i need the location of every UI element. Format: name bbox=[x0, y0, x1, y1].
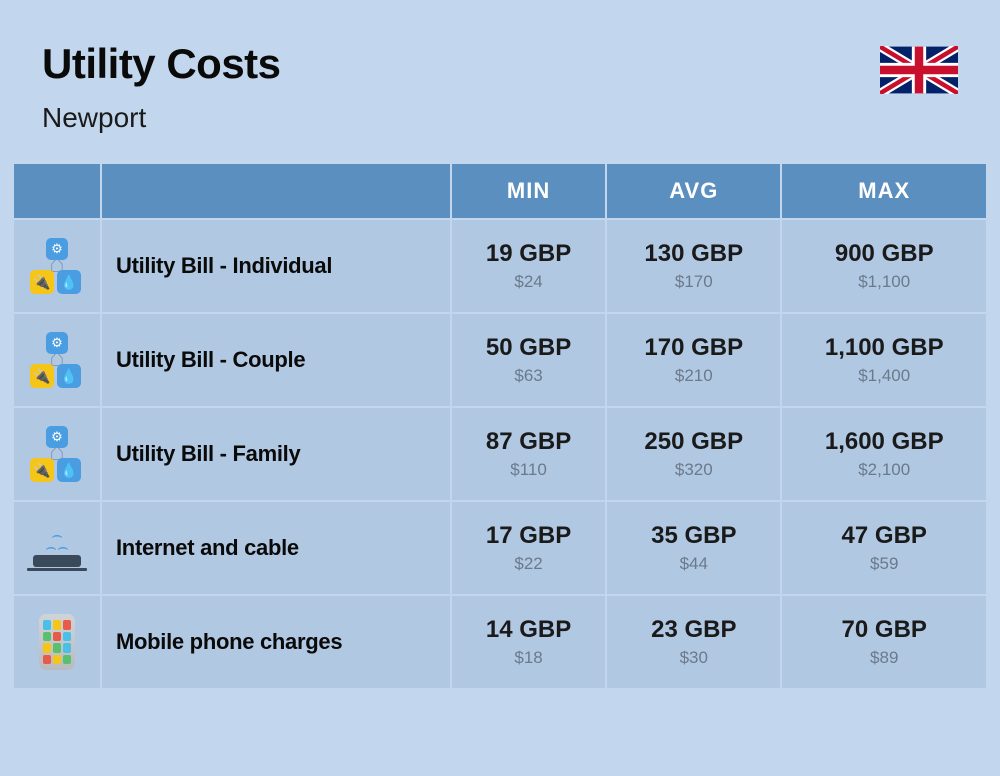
row-label: Utility Bill - Couple bbox=[102, 314, 450, 406]
cell-avg: 130 GBP $170 bbox=[607, 220, 780, 312]
cell-min: 19 GBP $24 bbox=[452, 220, 605, 312]
cell-max: 1,100 GBP $1,400 bbox=[782, 314, 986, 406]
row-icon-cell bbox=[14, 596, 100, 688]
avg-primary: 250 GBP bbox=[615, 428, 772, 456]
min-secondary: $18 bbox=[460, 648, 597, 668]
page-container: Utility Costs Newport MIN AVG MAX ⚙ ⌂ bbox=[0, 0, 1000, 702]
avg-primary: 35 GBP bbox=[615, 522, 772, 550]
header-label-col bbox=[102, 164, 450, 218]
header: Utility Costs Newport bbox=[12, 40, 988, 162]
row-label: Internet and cable bbox=[102, 502, 450, 594]
row-icon-cell: ⚙ ⌂ 🔌 💧 bbox=[14, 314, 100, 406]
max-secondary: $59 bbox=[790, 554, 978, 574]
min-primary: 50 GBP bbox=[460, 334, 597, 362]
table-row: ⌢⌢⌢ Internet and cable 17 GBP $22 35 GBP… bbox=[14, 502, 986, 594]
cell-avg: 170 GBP $210 bbox=[607, 314, 780, 406]
max-primary: 47 GBP bbox=[790, 522, 978, 550]
utility-icon: ⚙ ⌂ 🔌 💧 bbox=[28, 238, 86, 294]
max-primary: 1,100 GBP bbox=[790, 334, 978, 362]
cell-avg: 250 GBP $320 bbox=[607, 408, 780, 500]
uk-flag-icon bbox=[880, 46, 958, 94]
table-row: Mobile phone charges 14 GBP $18 23 GBP $… bbox=[14, 596, 986, 688]
avg-secondary: $170 bbox=[615, 272, 772, 292]
min-secondary: $63 bbox=[460, 366, 597, 386]
water-icon: 💧 bbox=[57, 458, 81, 482]
page-title: Utility Costs bbox=[42, 40, 281, 88]
utility-icon: ⚙ ⌂ 🔌 💧 bbox=[28, 332, 86, 388]
plug-icon: 🔌 bbox=[30, 458, 54, 482]
cell-min: 17 GBP $22 bbox=[452, 502, 605, 594]
min-secondary: $110 bbox=[460, 460, 597, 480]
plug-icon: 🔌 bbox=[30, 364, 54, 388]
page-subtitle: Newport bbox=[42, 102, 281, 134]
cell-max: 47 GBP $59 bbox=[782, 502, 986, 594]
cell-avg: 35 GBP $44 bbox=[607, 502, 780, 594]
max-primary: 70 GBP bbox=[790, 616, 978, 644]
avg-primary: 170 GBP bbox=[615, 334, 772, 362]
cell-max: 1,600 GBP $2,100 bbox=[782, 408, 986, 500]
min-primary: 87 GBP bbox=[460, 428, 597, 456]
max-primary: 900 GBP bbox=[790, 240, 978, 268]
row-icon-cell: ⚙ ⌂ 🔌 💧 bbox=[14, 408, 100, 500]
table-row: ⚙ ⌂ 🔌 💧 Utility Bill - Family 87 GBP $11… bbox=[14, 408, 986, 500]
header-max: MAX bbox=[782, 164, 986, 218]
water-icon: 💧 bbox=[57, 364, 81, 388]
row-icon-cell: ⚙ ⌂ 🔌 💧 bbox=[14, 220, 100, 312]
row-label: Utility Bill - Individual bbox=[102, 220, 450, 312]
title-block: Utility Costs Newport bbox=[42, 40, 281, 134]
avg-primary: 23 GBP bbox=[615, 616, 772, 644]
max-secondary: $1,400 bbox=[790, 366, 978, 386]
cell-min: 87 GBP $110 bbox=[452, 408, 605, 500]
utility-icon: ⚙ ⌂ 🔌 💧 bbox=[28, 426, 86, 482]
max-primary: 1,600 GBP bbox=[790, 428, 978, 456]
max-secondary: $89 bbox=[790, 648, 978, 668]
header-icon-col bbox=[14, 164, 100, 218]
row-label: Mobile phone charges bbox=[102, 596, 450, 688]
table-header-row: MIN AVG MAX bbox=[14, 164, 986, 218]
table-row: ⚙ ⌂ 🔌 💧 Utility Bill - Couple 50 GBP $63… bbox=[14, 314, 986, 406]
min-primary: 19 GBP bbox=[460, 240, 597, 268]
cell-max: 70 GBP $89 bbox=[782, 596, 986, 688]
min-secondary: $24 bbox=[460, 272, 597, 292]
avg-secondary: $44 bbox=[615, 554, 772, 574]
router-icon: ⌢⌢⌢ bbox=[29, 529, 85, 567]
cost-table: MIN AVG MAX ⚙ ⌂ 🔌 💧 Utility Bill - Indiv… bbox=[12, 162, 988, 690]
min-primary: 14 GBP bbox=[460, 616, 597, 644]
min-primary: 17 GBP bbox=[460, 522, 597, 550]
cell-avg: 23 GBP $30 bbox=[607, 596, 780, 688]
header-avg: AVG bbox=[607, 164, 780, 218]
min-secondary: $22 bbox=[460, 554, 597, 574]
row-label: Utility Bill - Family bbox=[102, 408, 450, 500]
cell-min: 14 GBP $18 bbox=[452, 596, 605, 688]
header-min: MIN bbox=[452, 164, 605, 218]
cell-min: 50 GBP $63 bbox=[452, 314, 605, 406]
max-secondary: $2,100 bbox=[790, 460, 978, 480]
avg-secondary: $30 bbox=[615, 648, 772, 668]
avg-primary: 130 GBP bbox=[615, 240, 772, 268]
max-secondary: $1,100 bbox=[790, 272, 978, 292]
plug-icon: 🔌 bbox=[30, 270, 54, 294]
phone-icon bbox=[39, 614, 75, 670]
avg-secondary: $210 bbox=[615, 366, 772, 386]
avg-secondary: $320 bbox=[615, 460, 772, 480]
water-icon: 💧 bbox=[57, 270, 81, 294]
table-row: ⚙ ⌂ 🔌 💧 Utility Bill - Individual 19 GBP… bbox=[14, 220, 986, 312]
cell-max: 900 GBP $1,100 bbox=[782, 220, 986, 312]
row-icon-cell: ⌢⌢⌢ bbox=[14, 502, 100, 594]
